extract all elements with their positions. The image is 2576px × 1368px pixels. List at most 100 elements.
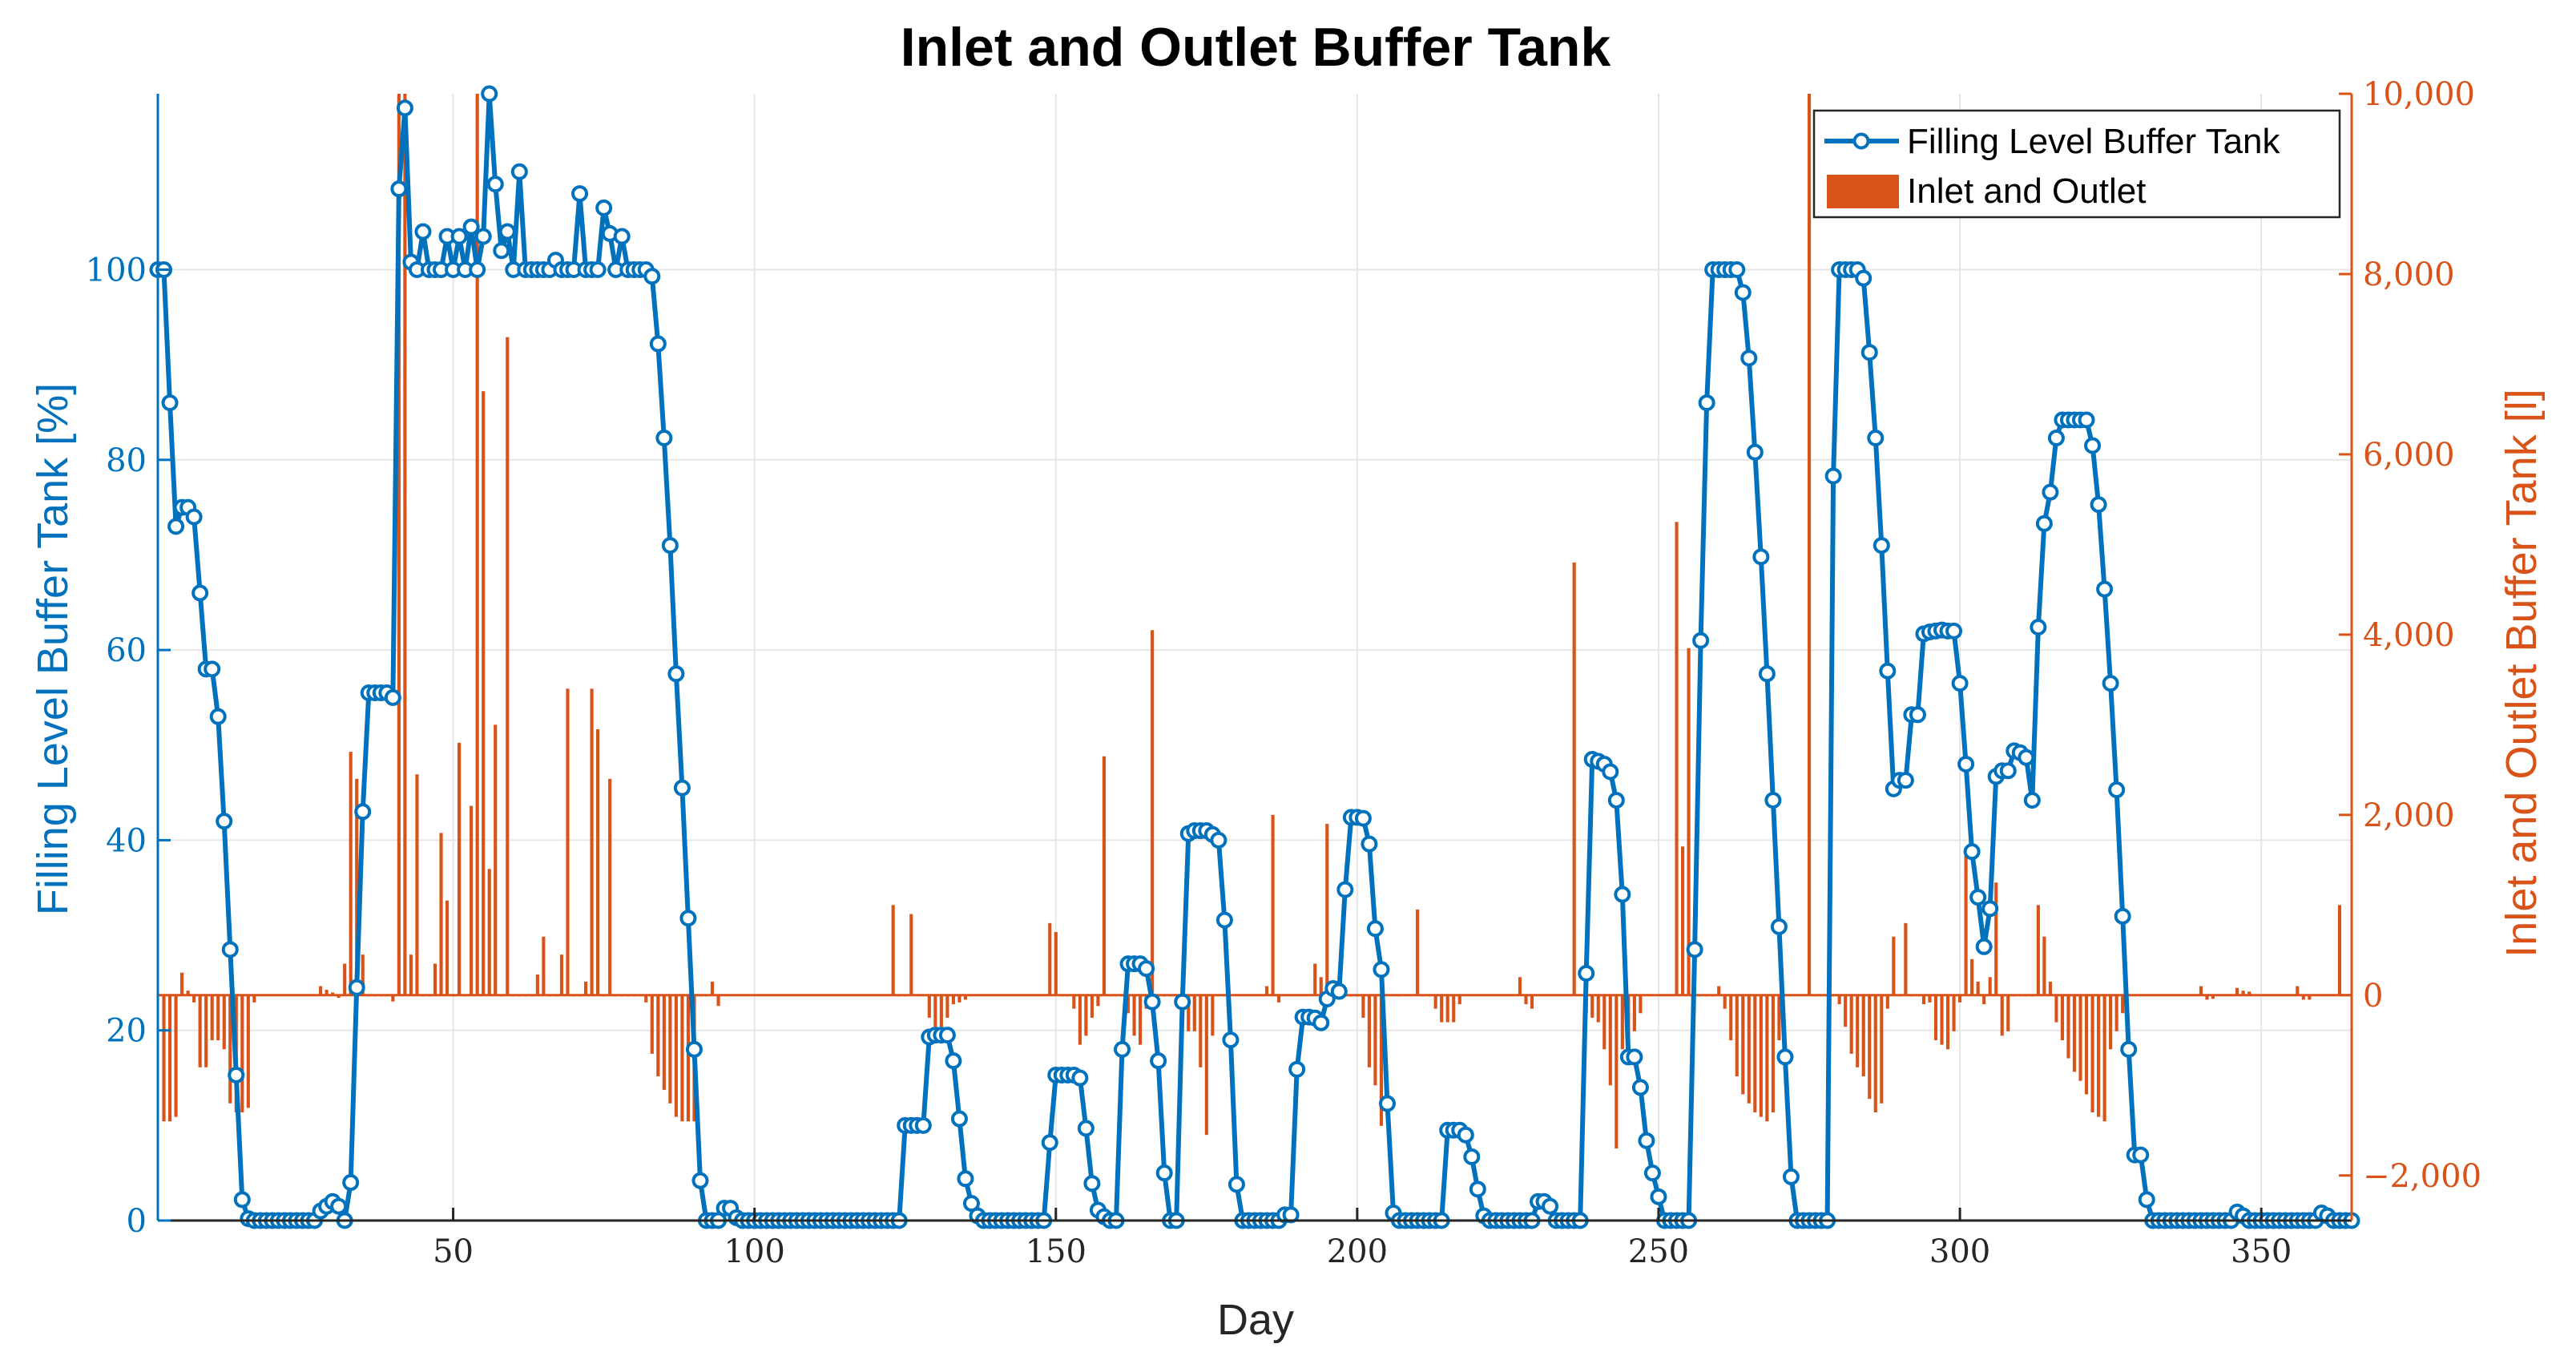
filling-level-marker (1366, 920, 1384, 938)
x-tick-label: 200 (1327, 1233, 1388, 1270)
inlet-outlet-bar (1204, 995, 1208, 1136)
filling-level-marker (1776, 1048, 1794, 1066)
inlet-outlet-bar (1717, 986, 1721, 995)
inlet-outlet-bar (2114, 995, 2118, 1031)
filling-level-marker (691, 1172, 709, 1189)
filling-level-marker (1638, 1132, 1655, 1149)
legend-bar-swatch (1827, 175, 1899, 208)
x-tick-label: 300 (1929, 1233, 1990, 1270)
inlet-outlet-bar (1680, 846, 1685, 995)
inlet-outlet-bar (445, 900, 449, 995)
inlet-outlet-bar (180, 972, 184, 995)
filling-level-marker (1631, 1079, 1649, 1096)
inlet-outlet-bar (1753, 995, 1757, 1113)
filling-level-marker (1469, 1180, 1486, 1198)
filling-level-marker (1734, 284, 1752, 301)
legend-label-inlet-outlet: Inlet and Outlet (1907, 172, 2146, 211)
inlet-outlet-bar (1747, 995, 1751, 1104)
inlet-outlet-bar (1632, 995, 1636, 1031)
inlet-outlet-bar (945, 995, 949, 1018)
inlet-outlet-bar (325, 990, 329, 995)
filling-level-marker (1463, 1148, 1481, 1166)
filling-level-marker (1071, 1069, 1089, 1087)
filling-level-marker (167, 518, 185, 535)
filling-level-marker (1607, 792, 1625, 809)
inlet-outlet-bar (1970, 958, 1974, 995)
inlet-outlet-bar (1723, 995, 1727, 1009)
inlet-outlet-bar (939, 995, 943, 1027)
filling-level-marker (191, 584, 209, 602)
inlet-outlet-bar (2102, 995, 2106, 1122)
filling-level-marker (2084, 437, 2102, 454)
inlet-outlet-bar (1457, 995, 1461, 1005)
inlet-outlet-bar (2199, 986, 2203, 995)
inlet-outlet-bar (1187, 995, 1191, 1031)
inlet-outlet-bar (1765, 995, 1769, 1122)
inlet-outlet-bar (1102, 756, 1107, 995)
inlet-outlet-bar (1151, 630, 1155, 995)
inlet-outlet-bar (674, 995, 678, 1117)
inlet-outlet-bar (506, 337, 510, 995)
inlet-outlet-bar (162, 995, 166, 1122)
filling-level-marker (1957, 755, 1975, 773)
inlet-outlet-bar (2006, 995, 2010, 1031)
inlet-outlet-bar (204, 995, 208, 1067)
inlet-outlet-bar (1590, 995, 1594, 1018)
y-right-tick-label: −2,000 (2363, 1158, 2481, 1195)
inlet-outlet-bar (1072, 995, 1076, 1009)
inlet-outlet-bar (2042, 936, 2046, 995)
inlet-outlet-bar (2247, 991, 2251, 995)
legend-box (1812, 109, 2341, 219)
inlet-outlet-bar (192, 995, 196, 1003)
filling-level-marker (2030, 619, 2047, 636)
inlet-outlet-bar (650, 995, 654, 1054)
filling-level-marker (1981, 900, 1999, 918)
inlet-outlet-bar (1861, 995, 1865, 1077)
filling-level-marker (643, 268, 661, 285)
filling-level-marker (1728, 261, 1746, 279)
inlet-outlet-bar (2235, 987, 2239, 995)
inlet-outlet-bar (583, 981, 588, 995)
filling-level-marker (1143, 993, 1161, 1011)
filling-level-marker (1150, 1052, 1167, 1070)
inlet-outlet-bar (216, 995, 220, 1041)
inlet-outlet-bar (1608, 995, 1612, 1086)
inlet-outlet-bar (1445, 995, 1449, 1023)
inlet-outlet-bar (1433, 995, 1437, 1009)
filling-level-marker (1336, 881, 1354, 898)
inlet-outlet-bar (2205, 995, 2209, 1000)
inlet-outlet-bar (361, 954, 365, 995)
filling-level-marker (1879, 662, 1897, 680)
inlet-outlet-bar (1735, 995, 1739, 1077)
filling-level-marker (673, 779, 691, 797)
filling-level-marker (348, 979, 365, 996)
inlet-outlet-bar (686, 995, 691, 1122)
inlet-outlet-bar (680, 995, 684, 1122)
inlet-outlet-bar (1639, 995, 1643, 1014)
inlet-outlet-bar (198, 995, 202, 1067)
filling-level-marker (914, 1116, 932, 1134)
inlet-outlet-bar (2072, 995, 2077, 1072)
inlet-outlet-bar (2337, 905, 2342, 995)
filling-level-marker (1770, 918, 1788, 935)
inlet-outlet-bar (2000, 995, 2004, 1036)
inlet-outlet-bar (566, 688, 570, 995)
inlet-outlet-bar (1994, 882, 1998, 995)
inlet-outlet-bar (1084, 995, 1088, 1036)
filling-level-marker (1897, 772, 1914, 789)
y-left-tick-label: 20 (106, 1013, 147, 1050)
inlet-outlet-bar (2241, 991, 2245, 995)
inlet-outlet-bar (1904, 922, 1908, 995)
inlet-outlet-bar (1416, 909, 1420, 995)
filling-level-marker (1602, 763, 1619, 781)
inlet-outlet-bar (252, 995, 256, 1003)
x-tick-label: 100 (724, 1233, 784, 1270)
inlet-outlet-bar (957, 995, 961, 1003)
inlet-outlet-bar (458, 742, 462, 995)
inlet-outlet-bar (1933, 995, 1938, 1041)
filling-level-marker (1155, 1164, 1173, 1182)
filling-level-marker (1378, 1095, 1396, 1112)
filling-level-marker (1041, 1134, 1058, 1152)
inlet-outlet-bar (1964, 855, 1968, 995)
filling-level-marker (204, 660, 221, 678)
